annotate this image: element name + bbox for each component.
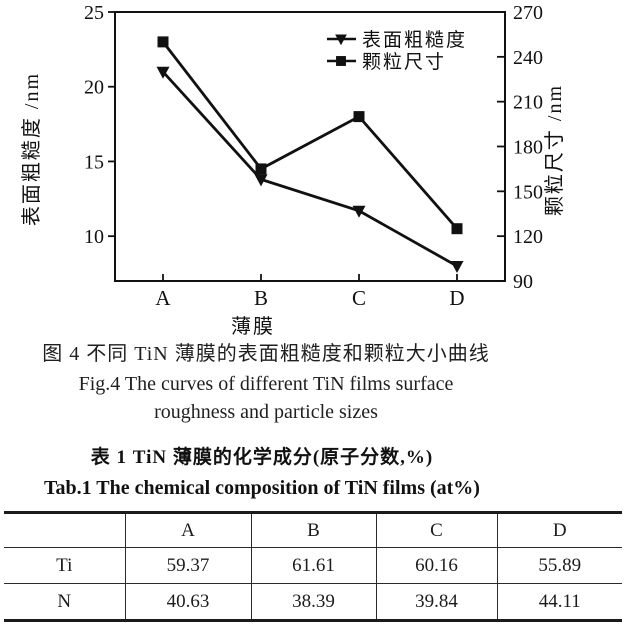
cell-ti-c: 60.16: [375, 547, 497, 584]
svg-text:15: 15: [84, 151, 104, 173]
figure-caption-zh: 图 4 不同 TiN 薄膜的表面粗糙度和颗粒大小曲线: [42, 343, 490, 365]
table-row-ti: Ti 59.37 61.61 60.16 55.89: [4, 547, 622, 584]
square-marker: [353, 111, 365, 123]
square-marker: [336, 56, 346, 66]
svg-text:180: 180: [513, 137, 543, 159]
svg-text:20: 20: [84, 77, 104, 99]
header-cell-b: B: [250, 512, 376, 548]
triangle-down-marker: [335, 34, 347, 46]
figure-caption-en-line2: roughness and particle sizes: [154, 401, 378, 423]
svg-text:颗粒尺寸: 颗粒尺寸: [362, 51, 446, 73]
svg-text:A: A: [155, 286, 171, 310]
cell-n-a: 40.63: [124, 583, 251, 621]
svg-text:D: D: [449, 286, 464, 310]
table-title-zh: 表 1 TiN 薄膜的化学成分(原子分数,%): [90, 447, 434, 468]
square-marker: [451, 223, 463, 235]
header-cell-empty: [4, 513, 125, 548]
header-cell-d: D: [496, 512, 622, 548]
table-title: 表 1 TiN 薄膜的化学成分(原子分数,%) Tab.1 The chemic…: [0, 443, 524, 504]
right-axis: 90 120 150 180 210 240 270: [497, 2, 543, 293]
left-axis: 10 15 20 25: [84, 2, 115, 248]
cell-ti-a: 59.37: [124, 547, 251, 584]
series-line-1: [161, 41, 459, 230]
legend-item-0: 表面粗糙度: [327, 29, 467, 51]
table-row-n: N 40.63 38.39 39.84 44.11: [4, 583, 622, 621]
svg-text:210: 210: [513, 92, 543, 114]
series-markers-1: [157, 36, 463, 235]
triangle-down-marker: [254, 174, 268, 187]
figure-caption-en-line1: Fig.4 The curves of different TiN films …: [78, 373, 454, 395]
triangle-down-marker: [352, 205, 366, 218]
svg-text:25: 25: [84, 2, 104, 24]
svg-text:C: C: [352, 286, 366, 310]
row-label-ti: Ti: [56, 554, 73, 576]
table-title-en: Tab.1 The chemical composition of TiN fi…: [44, 477, 480, 499]
figure-caption: 图 4 不同 TiN 薄膜的表面粗糙度和颗粒大小曲线 Fig.4 The cur…: [0, 338, 532, 426]
cell-ti-d: 55.89: [496, 547, 622, 584]
left-axis-title: 表面粗糙度 /nm: [20, 72, 43, 226]
cell-n-d: 44.11: [496, 583, 622, 621]
cell-n-c: 39.84: [375, 583, 497, 621]
svg-text:270: 270: [513, 2, 543, 24]
table-header-row: A B C D: [4, 512, 622, 548]
composition-table: A B C D Ti 59.37 61.61 60.16 55.89 N 40.…: [4, 511, 622, 622]
row-label-n: N: [57, 590, 72, 612]
x-axis: A B C D: [155, 274, 465, 310]
svg-text:120: 120: [513, 226, 543, 248]
square-marker: [157, 36, 169, 48]
dual-axis-line-chart: 10 15 20 25 90 120 150 180 210 240 270 A B C D 表面粗糙度 /n…: [20, 2, 566, 336]
cell-n-b: 38.39: [250, 583, 376, 621]
header-cell-c: C: [375, 512, 497, 548]
x-axis-label: 薄膜: [231, 315, 275, 336]
series-line-0: [161, 70, 458, 268]
svg-text:150: 150: [513, 181, 543, 203]
right-axis-title: 颗粒尺寸 /nm: [543, 84, 566, 216]
plot-frame: [114, 11, 506, 282]
series-markers-0: [156, 66, 464, 274]
square-marker: [255, 163, 267, 175]
svg-text:表面粗糙度: 表面粗糙度: [362, 29, 467, 51]
svg-text:10: 10: [84, 226, 104, 248]
triangle-down-marker: [156, 66, 170, 79]
triangle-down-marker: [450, 261, 464, 274]
cell-ti-b: 61.61: [250, 547, 376, 584]
legend-item-1: 颗粒尺寸: [327, 51, 446, 73]
svg-text:90: 90: [513, 271, 533, 293]
svg-text:B: B: [254, 286, 268, 310]
svg-text:240: 240: [513, 47, 543, 69]
header-cell-a: A: [124, 512, 251, 548]
